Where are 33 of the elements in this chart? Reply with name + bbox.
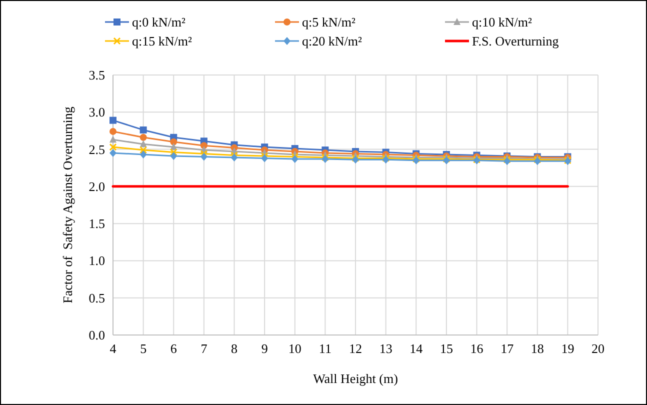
y-tick-label: 2.0 xyxy=(88,178,105,194)
y-axis-title: Factor of Safety Against Overturning xyxy=(60,106,75,304)
x-tick-label: 17 xyxy=(500,341,514,356)
x-tick-label: 10 xyxy=(288,341,302,356)
legend-label: F.S. Overturning xyxy=(472,34,560,48)
legend-label: q:0 kN/m² xyxy=(132,14,186,30)
x-tick-label: 12 xyxy=(349,341,362,356)
x-tick-label: 15 xyxy=(440,341,453,356)
y-tick-label: 3.0 xyxy=(88,104,105,120)
x-tick-label: 19 xyxy=(561,341,574,356)
y-tick-label: 1.5 xyxy=(88,216,105,232)
y-tick-label: 3.5 xyxy=(88,68,105,82)
y-tick-label: 1.0 xyxy=(88,253,105,268)
legend-label: q:5 kN/m² xyxy=(302,14,356,30)
x-tick-label: 4 xyxy=(110,341,117,356)
x-tick-label: 18 xyxy=(530,341,544,356)
y-tick-label: 0.0 xyxy=(88,328,105,342)
x-tick-label: 13 xyxy=(379,341,392,356)
x-tick-label: 11 xyxy=(318,341,332,356)
y-tick-label: 2.5 xyxy=(88,142,105,157)
x-tick-label: 9 xyxy=(261,341,268,356)
legend-label: q:15 kN/m² xyxy=(132,34,192,48)
x-tick-label: 20 xyxy=(592,341,604,356)
x-tick-label: 14 xyxy=(410,341,424,356)
x-tick-label: 6 xyxy=(170,341,178,356)
x-axis-title: Wall Height (m) xyxy=(313,371,398,386)
x-tick-label: 5 xyxy=(140,341,147,356)
x-tick-label: 16 xyxy=(470,341,484,356)
x-tick-label: 7 xyxy=(200,341,208,356)
legend-label: q:20 kN/m² xyxy=(302,34,362,48)
legend-label: q:10 kN/m² xyxy=(472,14,532,30)
y-tick-label: 0.5 xyxy=(88,290,105,306)
x-tick-label: 8 xyxy=(231,341,238,356)
